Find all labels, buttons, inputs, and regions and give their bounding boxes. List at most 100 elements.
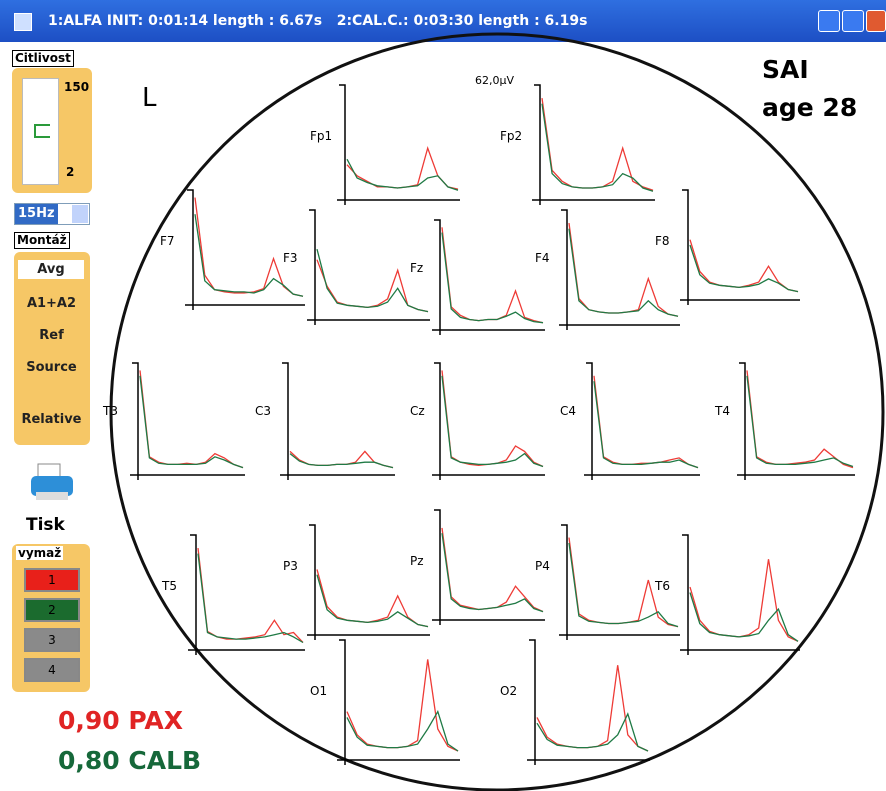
axis (130, 362, 245, 480)
electrode-label: F4 (535, 251, 550, 265)
erase-panel: vymaž 1 2 3 4 (12, 544, 90, 692)
electrode-label: Fz (410, 261, 423, 275)
axis (307, 524, 430, 640)
axis (432, 362, 545, 480)
spectrum-line (541, 98, 654, 191)
spectrum-line (139, 370, 244, 469)
spectrum-line (194, 197, 304, 297)
electrode-label: C4 (560, 404, 576, 418)
title-bar: 1:ALFA INIT: 0:01:14 length : 6.67s 2:CA… (0, 0, 886, 42)
electrode-label: O2 (500, 684, 517, 698)
spectrum-line (316, 569, 429, 628)
montage-option[interactable]: Source (26, 360, 77, 375)
axis (337, 639, 460, 765)
montage-option[interactable]: A1+A2 (26, 296, 77, 311)
axis (188, 534, 305, 655)
spectrum-line (746, 370, 854, 469)
spectrum-line (536, 665, 649, 752)
erase-button[interactable]: 4 (24, 658, 80, 682)
head-outline (109, 32, 885, 791)
electrode-label: O1 (310, 684, 327, 698)
spectrum-line (194, 214, 304, 297)
spectrum-line (441, 375, 544, 468)
spectrum-line (689, 244, 799, 293)
spectrum-line (689, 592, 799, 642)
axis (185, 189, 305, 310)
montage-option[interactable]: Relative (21, 412, 82, 427)
montage-option[interactable]: Avg (18, 260, 84, 279)
spectrum-line (541, 103, 654, 192)
axis (737, 362, 855, 480)
spectrum-line (689, 239, 799, 293)
spectrum-line (346, 145, 459, 190)
spectrum-line (139, 375, 244, 469)
axis (432, 219, 545, 335)
spectrum-line (346, 158, 459, 191)
age-label: age 28 (762, 93, 857, 122)
electrode-label: F3 (283, 251, 298, 265)
legend-entry: 0,80 CALB (58, 746, 202, 775)
spectrum-line (289, 450, 394, 469)
spectrum-line (746, 375, 854, 468)
dropdown-arrow[interactable] (72, 205, 88, 223)
maximize-button[interactable] (842, 10, 864, 32)
minimize-button[interactable] (818, 10, 840, 32)
axis (432, 509, 545, 625)
slider-thumb[interactable] (34, 124, 50, 138)
slider-track[interactable] (22, 78, 59, 185)
subject-label: SAI (762, 55, 809, 84)
tray (36, 492, 68, 500)
electrode-label: T3 (102, 404, 118, 418)
electrode-label: F7 (160, 234, 175, 248)
axis (532, 84, 655, 205)
scale-label: 62,0µV (475, 74, 514, 87)
filter-select[interactable]: 15Hz (14, 203, 90, 225)
spectrum-line (197, 553, 304, 644)
spectrum-line (441, 370, 544, 468)
sensitivity-max: 150 (64, 80, 90, 94)
side-label: L (142, 83, 157, 113)
montage-panel: Avg A1+A2 Ref Source Relative (14, 252, 90, 445)
printer-icon[interactable] (28, 462, 78, 504)
spectrum-line (441, 527, 544, 613)
axis (559, 209, 680, 330)
legend-entry: 0,90 PAX (58, 706, 184, 735)
print-label[interactable]: Tisk (26, 515, 65, 535)
montage-label: Montáž (14, 232, 70, 249)
electrode-label: T4 (714, 404, 730, 418)
electrode-label: F8 (655, 234, 670, 248)
app-icon (14, 13, 32, 31)
erase-button[interactable]: 2 (24, 598, 80, 622)
spectrum-line (536, 712, 649, 752)
electrode-label: Cz (410, 404, 425, 418)
erase-button[interactable]: 1 (24, 568, 80, 592)
montage-option[interactable]: Ref (39, 328, 64, 343)
axis (527, 639, 650, 765)
electrode-label: T5 (161, 579, 177, 593)
electrode-label: Fp2 (500, 129, 522, 143)
spectrum-line (568, 228, 679, 317)
spectrum-line (346, 709, 459, 752)
electrode-label: Fp1 (310, 129, 332, 143)
axis (584, 362, 700, 480)
spectrum-line (316, 574, 429, 628)
spectrum-line (441, 232, 544, 324)
spectrum-line (593, 375, 699, 469)
spectrum-line (346, 659, 459, 752)
axis (307, 209, 430, 325)
electrode-label: T6 (654, 579, 670, 593)
spectrum-line (289, 453, 394, 469)
spectrum-line (568, 542, 679, 628)
erase-label: vymaž (16, 546, 64, 560)
axis (337, 84, 460, 205)
spectrum-line (316, 248, 429, 313)
erase-button[interactable]: 3 (24, 628, 80, 652)
window-title: 1:ALFA INIT: 0:01:14 length : 6.67s 2:CA… (48, 13, 588, 29)
sensitivity-min: 2 (66, 165, 75, 179)
sensitivity-label: Citlivost (12, 50, 74, 67)
sensitivity-panel: 150 2 (12, 68, 92, 193)
electrode-label: P3 (283, 559, 298, 573)
filter-value: 15Hz (15, 204, 58, 224)
